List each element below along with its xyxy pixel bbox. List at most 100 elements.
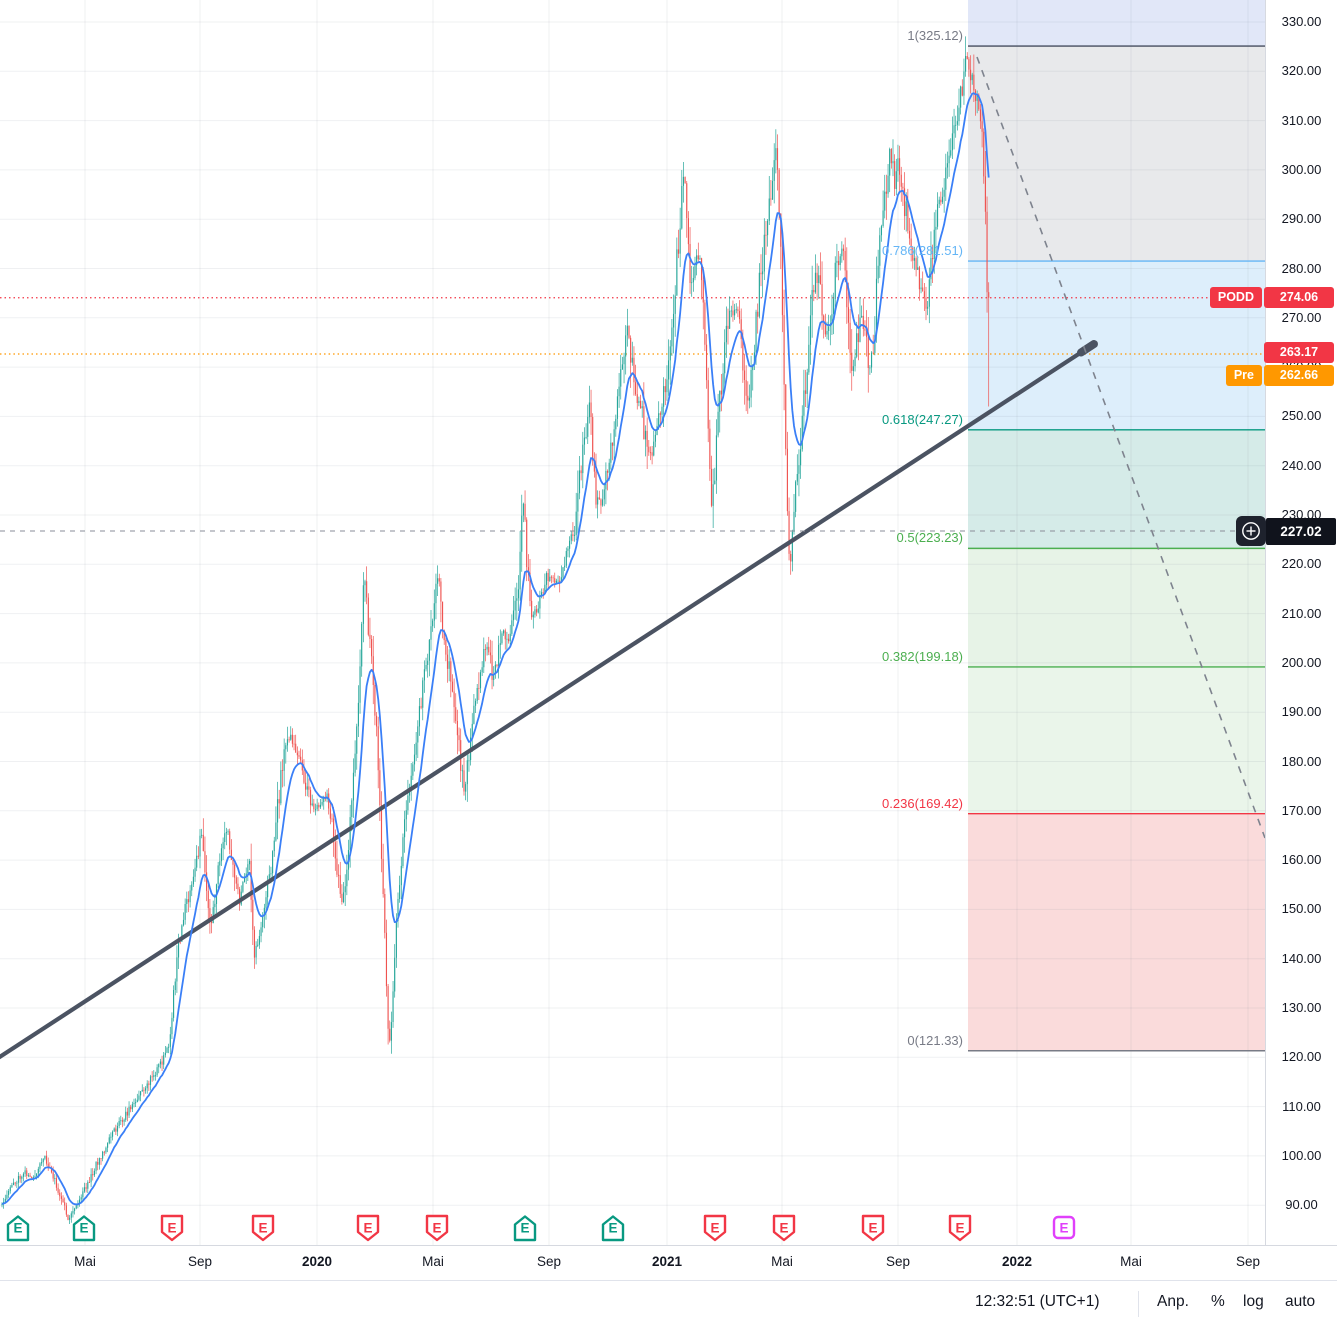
price-tick-label: 200.00: [1281, 654, 1322, 670]
svg-text:E: E: [79, 1221, 88, 1236]
log-button[interactable]: log: [1243, 1293, 1264, 1310]
price-label-tag-podd: PODD: [1209, 287, 1262, 308]
earnings-marker-icon[interactable]: E: [770, 1213, 798, 1248]
price-label-value: 262.66: [1264, 365, 1334, 386]
price-tick-label: 240.00: [1281, 457, 1322, 473]
svg-text:E: E: [608, 1221, 617, 1236]
time-tick-label: Sep: [1235, 1254, 1261, 1269]
price-tick-label: 250.00: [1281, 408, 1322, 424]
price-axis[interactable]: 330.00 320.00 310.00 300.00 290.00 280.00 270.…: [1265, 0, 1337, 1280]
earnings-marker-icon[interactable]: E: [354, 1213, 382, 1248]
svg-text:E: E: [432, 1221, 441, 1236]
clock-label[interactable]: 12:32:51 (UTC+1): [975, 1293, 1100, 1310]
svg-text:E: E: [258, 1221, 267, 1236]
earnings-marker-icon[interactable]: E: [249, 1213, 277, 1248]
price-tick-label: 100.00: [1281, 1147, 1322, 1163]
price-label-row: Pre 262.66: [1225, 365, 1334, 386]
percent-button[interactable]: %: [1211, 1293, 1225, 1310]
price-tick-label: 150.00: [1281, 901, 1322, 917]
time-tick-label: Sep: [885, 1254, 911, 1269]
fib-zone: [968, 813, 1265, 1051]
earnings-marker-icon[interactable]: E: [158, 1213, 186, 1248]
price-tick-label: 320.00: [1281, 63, 1322, 79]
fib-level-label: 0.618(247.27): [882, 411, 963, 427]
crosshair-plus-button[interactable]: [1236, 516, 1266, 546]
price-tick-label: 90.00: [1285, 1197, 1318, 1213]
price-tick-label: 170.00: [1281, 802, 1322, 818]
svg-text:E: E: [955, 1221, 964, 1236]
price-label-value: 263.17: [1264, 342, 1334, 363]
earnings-marker-icon[interactable]: E: [701, 1213, 729, 1248]
price-tick-label: 330.00: [1281, 14, 1322, 29]
price-tick-label: 290.00: [1281, 211, 1322, 227]
auto-button[interactable]: auto: [1285, 1293, 1316, 1310]
price-chart-canvas[interactable]: [0, 0, 1265, 1245]
time-tick-label: 2020: [301, 1254, 333, 1269]
price-tick-label: 120.00: [1281, 1049, 1322, 1065]
fib-zone: [968, 429, 1265, 549]
price-tick-label: 310.00: [1281, 112, 1322, 128]
price-tick-label: 280.00: [1281, 260, 1322, 276]
fib-level-label: 0.786(281.51): [882, 243, 963, 259]
earnings-marker-icon[interactable]: E: [70, 1213, 98, 1248]
earnings-marker-icon[interactable]: E: [1050, 1213, 1078, 1248]
price-tick-label: 220.00: [1281, 556, 1322, 572]
price-tick-label: 180.00: [1281, 753, 1322, 769]
fib-level-label: 0(121.33): [907, 1032, 963, 1048]
earnings-marker-icon[interactable]: E: [4, 1213, 32, 1248]
svg-text:E: E: [710, 1221, 719, 1236]
fib-level-label: 1(325.12): [907, 28, 963, 44]
price-tick-label: 140.00: [1281, 950, 1322, 966]
svg-text:E: E: [13, 1221, 22, 1236]
time-axis[interactable]: Mai Sep 2020 Mai Sep 2021 Mai Sep 2022 Mai Sep: [0, 1245, 1337, 1280]
time-tick-label: Sep: [187, 1254, 213, 1269]
svg-text:E: E: [363, 1221, 372, 1236]
grid-layer: [0, 0, 1265, 1245]
price-tick-label: 270.00: [1281, 309, 1322, 325]
fib-level-label: 0.382(199.18): [882, 648, 963, 664]
earnings-marker-icon[interactable]: E: [859, 1213, 887, 1248]
price-tick-label: 130.00: [1281, 1000, 1322, 1015]
earnings-marker-icon[interactable]: E: [946, 1213, 974, 1248]
fib-zone: [968, 548, 1265, 667]
price-tick-label: 110.00: [1282, 1098, 1321, 1114]
earnings-marker-icon[interactable]: E: [423, 1213, 451, 1248]
price-tick-label: 160.00: [1281, 852, 1322, 868]
fib-zones-layer: [968, 0, 1265, 1051]
bottom-toolbar: 12:32:51 (UTC+1) Anp. % log auto: [0, 1280, 1337, 1327]
earnings-marker-icon[interactable]: E: [511, 1213, 539, 1248]
svg-text:E: E: [868, 1221, 877, 1236]
earnings-marker-icon[interactable]: E: [599, 1213, 627, 1248]
time-tick-label: Mai: [771, 1254, 793, 1269]
price-tick-label: 190.00: [1281, 704, 1322, 720]
fib-zone: [968, 46, 1265, 262]
ma-line[interactable]: [1, 92, 990, 1206]
time-tick-label: Mai: [1120, 1254, 1142, 1269]
time-tick-label: 2021: [651, 1254, 683, 1269]
fib-level-label: 0.236(169.42): [882, 795, 963, 811]
crosshair-price-label: 227.02: [1266, 518, 1336, 545]
trendline-end-handle[interactable]: [1077, 340, 1098, 357]
svg-text:E: E: [520, 1221, 529, 1236]
time-tick-label: 2022: [1001, 1254, 1033, 1269]
price-label-value: 274.06: [1264, 287, 1334, 308]
svg-text:E: E: [1059, 1221, 1068, 1236]
fib-zone: [968, 666, 1265, 814]
svg-text:E: E: [779, 1221, 788, 1236]
time-tick-label: Mai: [74, 1254, 96, 1269]
price-label-row: 263.17: [1264, 342, 1334, 363]
fib-zone: [968, 0, 1265, 47]
price-tick-label: 210.00: [1281, 605, 1322, 621]
price-label-tag-pre: Pre: [1225, 365, 1262, 386]
toolbar-separator: [1138, 1291, 1139, 1317]
trendline[interactable]: [0, 342, 1096, 1062]
candles-layer: [1, 36, 990, 1224]
time-tick-label: Mai: [422, 1254, 444, 1269]
adjust-button[interactable]: Anp.: [1157, 1293, 1189, 1310]
price-label-row: PODD 274.06: [1209, 287, 1334, 308]
svg-text:E: E: [167, 1221, 176, 1236]
time-tick-label: Sep: [536, 1254, 562, 1269]
price-tick-label: 300.00: [1281, 161, 1322, 177]
fib-level-label: 0.5(223.23): [896, 530, 964, 546]
